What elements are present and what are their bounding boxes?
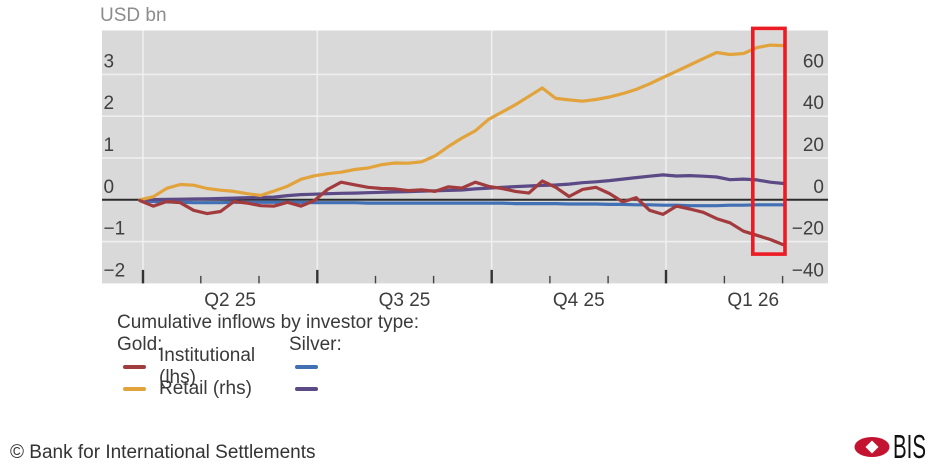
legend-key-cell (117, 365, 159, 369)
gold-retail-legend-key (123, 387, 146, 391)
legend-row-retail: Retail (rhs) (117, 378, 419, 400)
legend-row-institutional: Institutional (lhs) (117, 345, 419, 388)
legend-silver-heading: Silver: (289, 334, 342, 355)
series-silver_retail (138, 173, 786, 202)
x-axis-quarter-label: Q3 25 (379, 290, 431, 311)
silver-institutional-legend-key (295, 365, 318, 369)
silver-retail-legend-key (295, 387, 318, 391)
x-axis-quarter-label: Q4 25 (553, 290, 605, 311)
copyright-notice: © Bank for International Settlements (10, 442, 316, 463)
legend: Cumulative inflows by investor type: Gol… (117, 312, 419, 400)
legend-gold-heading: Gold: (117, 334, 163, 355)
left-axis-tick-label: 1 (104, 135, 115, 156)
right-axis-tick-label: −40 (792, 260, 824, 281)
highlight-box (750, 26, 787, 256)
plot-area (102, 30, 828, 284)
right-axis-tick-label: −20 (792, 219, 824, 240)
left-axis-tick-label: −2 (104, 260, 126, 281)
bis-logo: BIS (854, 430, 926, 464)
x-axis-quarter-label: Q1 26 (727, 290, 779, 311)
legend-row-label: Institutional (lhs) (159, 345, 256, 388)
right-axis-tick-label: 40 (803, 93, 824, 114)
legend-key-cell (117, 387, 159, 391)
right-axis-tick-label: 0 (813, 177, 824, 198)
gold-institutional-legend-key (123, 365, 146, 369)
series-gold_institutional (138, 179, 786, 247)
series-gold_retail (138, 43, 786, 202)
legend-row-label: Retail (rhs) (159, 378, 252, 399)
left-axis-tick-label: 0 (104, 177, 115, 198)
x-axis-quarter-label: Q2 25 (204, 290, 256, 311)
left-axis-tick-label: 3 (104, 51, 115, 72)
left-axis-tick-label: −1 (104, 219, 126, 240)
bis-logo-diamond (865, 440, 879, 454)
left-axis-tick-label: 2 (104, 93, 115, 114)
right-axis-tick-label: 20 (803, 135, 824, 156)
y-axis-unit-label: USD bn (100, 5, 167, 26)
legend-title: Cumulative inflows by investor type: (117, 312, 420, 333)
right-axis-tick-label: 60 (803, 51, 824, 72)
bis-logo-text: BIS (893, 430, 926, 464)
legend-column-headings: Gold: Silver: (117, 334, 419, 356)
